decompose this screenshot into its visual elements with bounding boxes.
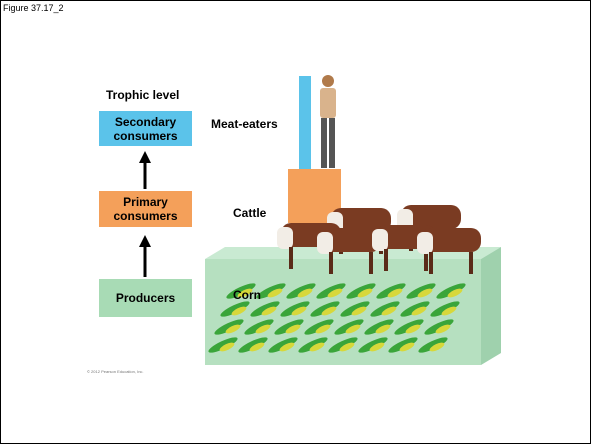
level-box: Primary consumers	[99, 191, 192, 227]
cow-leg	[289, 247, 293, 269]
level-box: Producers	[99, 279, 192, 317]
block-side	[481, 247, 501, 365]
cow-head	[372, 229, 388, 251]
illustration	[1, 1, 590, 443]
cow-leg	[369, 252, 373, 274]
level-box: Secondary consumers	[99, 111, 192, 146]
cow-head	[417, 232, 433, 254]
cow-head	[317, 232, 333, 254]
figure-label: Figure 37.17_2	[3, 3, 64, 13]
example-label: Corn	[233, 288, 261, 302]
cow-leg	[429, 252, 433, 274]
slide: Figure 37.17_2 Trophic level Secondary c…	[0, 0, 591, 444]
cow-leg	[329, 252, 333, 274]
example-label: Cattle	[233, 206, 266, 220]
person	[320, 75, 336, 168]
cow-leg	[384, 249, 388, 271]
example-label: Meat-eaters	[211, 117, 278, 131]
pillar	[299, 76, 311, 176]
copyright: © 2012 Pearson Education, Inc.	[87, 369, 144, 374]
cow-head	[277, 227, 293, 249]
cow-leg	[469, 252, 473, 274]
trophic-title: Trophic level	[106, 88, 179, 102]
